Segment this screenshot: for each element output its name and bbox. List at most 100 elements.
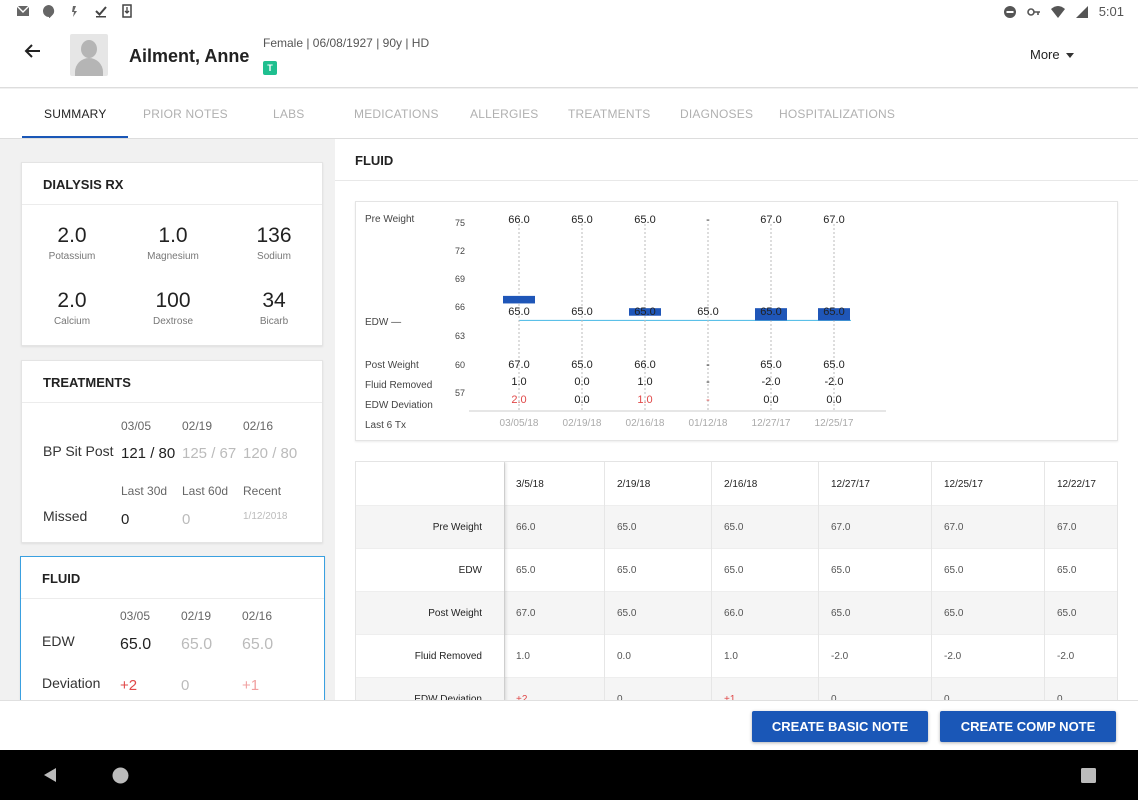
edw-deviation-value: 0.0 (763, 394, 778, 406)
table-cell: 0.0 (617, 651, 631, 662)
tab-medications[interactable]: MEDICATIONS (354, 107, 439, 121)
y-tick-label: 60 (455, 360, 465, 370)
x-tick-label: 02/19/18 (563, 418, 602, 429)
date-label: 02/19 (182, 419, 213, 433)
rx-label: Dextrose (152, 316, 193, 327)
post-weight-value: 65.0 (571, 359, 592, 371)
tab-hospitalizations[interactable]: HOSPITALIZATIONS (779, 107, 896, 121)
rx-label: Potassium (48, 251, 96, 262)
create-basic-note-button[interactable]: CREATE BASIC NOTE (752, 711, 928, 742)
fluid-removed-value: 1.0 (637, 376, 652, 388)
card-title: TREATMENTS (43, 375, 131, 390)
missed-header: Last 30d (121, 484, 168, 498)
rx-value: 1.0 (158, 224, 188, 247)
column-header: 2/16/18 (724, 479, 758, 490)
edw-deviation-value: 0.0 (826, 394, 841, 406)
y-tick-label: 72 (455, 246, 465, 256)
check-icon (95, 6, 107, 18)
table-cell: 65.0 (944, 565, 964, 576)
rx-value: 2.0 (57, 289, 87, 312)
tab-treatments[interactable]: TREATMENTS (568, 107, 651, 121)
post-weight-value: 65.0 (760, 359, 781, 371)
action-bar: CREATE BASIC NOTE CREATE COMP NOTE (0, 700, 1138, 750)
y-tick-label: 63 (455, 331, 465, 341)
tab-labs[interactable]: LABS (273, 107, 305, 121)
table-cell: 0 (1057, 694, 1063, 701)
table-cell: -2.0 (1057, 651, 1075, 662)
bp-label: BP Sit Post (43, 443, 114, 459)
table-cell: 67.0 (944, 522, 964, 533)
fluid-card[interactable]: FLUID 03/05 02/19 02/16 EDW 65.0 65.0 65… (20, 556, 325, 706)
missed-header: Last 60d (182, 484, 229, 498)
edw-value: 65.0 (242, 636, 274, 653)
table-cell: 65.0 (831, 608, 851, 619)
card-title: DIALYSIS RX (43, 177, 124, 192)
edw-deviation-value: 1.0 (637, 394, 652, 406)
date-label: 02/16 (243, 419, 274, 433)
patient-name: Ailment, Anne (129, 46, 250, 66)
table-cell: 65.0 (617, 565, 637, 576)
table-cell: 67.0 (831, 522, 851, 533)
tab-prior-notes[interactable]: PRIOR NOTES (143, 107, 228, 121)
chevron-down-icon (1065, 53, 1074, 59)
post-weight-value: 67.0 (508, 359, 529, 371)
rx-value: 100 (155, 289, 191, 312)
table-cell: 65.0 (617, 522, 637, 533)
y-tick-label: 69 (455, 274, 465, 284)
nav-back-icon[interactable] (42, 767, 58, 783)
more-label: More (1030, 47, 1060, 62)
chart-row-label: Post Weight (365, 360, 419, 371)
back-arrow-icon[interactable] (22, 40, 44, 62)
column-header: 12/25/17 (944, 479, 983, 490)
tab-summary[interactable]: SUMMARY (44, 107, 107, 121)
y-tick-label: 66 (455, 302, 465, 312)
nav-recents-icon[interactable] (1081, 768, 1096, 783)
table-cell: +1 (724, 694, 736, 701)
missed-value: 0 (182, 511, 191, 528)
chart-row-label: Fluid Removed (365, 380, 432, 391)
fluid-bar (503, 295, 535, 304)
pre-weight-value: 65.0 (634, 214, 655, 226)
column-header: 2/19/18 (617, 479, 651, 490)
edw-value: 65.0 (697, 306, 718, 318)
fluid-removed-value: 0.0 (574, 376, 589, 388)
more-menu-button[interactable]: More (1030, 47, 1074, 62)
table-cell: -2.0 (831, 651, 849, 662)
table-cell: +2 (516, 694, 528, 701)
create-comp-note-button[interactable]: CREATE COMP NOTE (940, 711, 1116, 742)
chart-row-label: EDW — (365, 317, 401, 328)
fluid-removed-value: -2.0 (825, 376, 844, 388)
fluid-removed-value: 1.0 (511, 376, 526, 388)
nav-home-icon[interactable] (112, 767, 129, 784)
post-weight-value: 65.0 (823, 359, 844, 371)
row-label: EDW (458, 565, 482, 576)
fluid-table: 3/5/18 2/19/18 2/16/18 12/27/17 12/25/17 12/2… (355, 461, 1118, 701)
column-divider (818, 462, 819, 700)
dialysis-rx-card[interactable]: DIALYSIS RX 2.0 Potassium 1.0 Magnesium … (21, 162, 323, 346)
edw-deviation-value: - (706, 394, 710, 406)
table-cell: 65.0 (724, 522, 744, 533)
table-cell: 1.0 (724, 651, 738, 662)
key-icon (1026, 7, 1040, 16)
table-cell: 65.0 (1057, 565, 1077, 576)
x-tick-label: 12/27/17 (752, 418, 791, 429)
tab-allergies[interactable]: ALLERGIES (470, 107, 539, 121)
treatments-card[interactable]: TREATMENTS 03/05 02/19 02/16 BP Sit Post… (21, 360, 323, 543)
edw-value: 65.0 (508, 306, 529, 318)
table-cell: 66.0 (724, 608, 744, 619)
patient-header: Ailment, Anne Female | 06/08/1927 | 90y … (0, 24, 1138, 88)
bp-value: 125 / 67 (182, 445, 237, 462)
table-cell: 0 (944, 694, 950, 701)
status-badge: T (263, 61, 277, 75)
table-cell: 67.0 (1057, 522, 1077, 533)
fluid-bar (629, 308, 661, 316)
column-header: 12/27/17 (831, 479, 870, 490)
column-divider (711, 462, 712, 700)
status-time: 5:01 (1098, 4, 1124, 19)
table-cell: 65.0 (516, 565, 536, 576)
tab-diagnoses[interactable]: DIAGNOSES (680, 107, 754, 121)
battery-icon (1075, 5, 1088, 18)
table-cell: 0 (617, 694, 623, 701)
edw-label: EDW (42, 633, 75, 649)
deviation-value: 0 (181, 677, 190, 694)
